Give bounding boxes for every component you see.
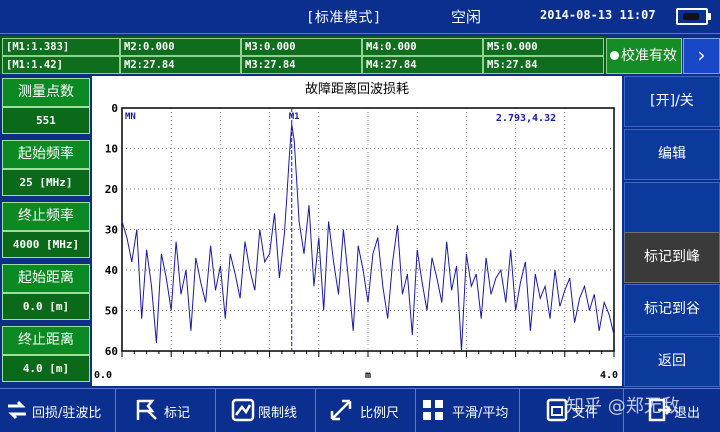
smooth-average-label: 平滑/平均 (452, 406, 509, 421)
start-frequency-value[interactable]: 25 [MHz] (2, 169, 90, 196)
stop-frequency-label[interactable]: 终止频率 (2, 202, 90, 231)
marker-flag-icon (136, 399, 157, 420)
marker-m3-value: M3:27.84 (241, 56, 362, 74)
file-label: 文件 (572, 406, 599, 421)
status-dot-icon (610, 51, 619, 60)
scale-button[interactable]: 比例尺 (316, 389, 416, 432)
marker-to-valley-button[interactable]: 标记到谷 (624, 284, 720, 335)
parameter-panel: 测量点数 551 起始频率 25 [MHz] 终止频率 4000 [MHz] 起… (0, 76, 92, 386)
scale-label: 比例尺 (360, 406, 400, 421)
return-loss-vswr-label: 回损/驻波比 (32, 406, 102, 421)
marker-label: 标记 (164, 406, 191, 421)
marker-m3-distance: M3:0.000 (241, 38, 362, 56)
points-value[interactable]: 551 (2, 107, 90, 134)
chart-grid (122, 108, 614, 351)
swap-arrows-icon (8, 400, 26, 420)
marker-mn-label: MN (125, 112, 136, 122)
toggle-on-off-button[interactable]: [开]/关 (624, 76, 720, 127)
x-axis-ticks (121, 351, 615, 357)
y-tick-label: 20 (105, 183, 118, 196)
limit-line-label: 限制线 (258, 406, 298, 421)
exit-icon (648, 398, 672, 422)
file-icon (546, 398, 568, 422)
stop-frequency-value[interactable]: 4000 [MHz] (2, 231, 90, 258)
limit-line-icon (231, 398, 255, 422)
bottom-toolbar: 回损/驻波比 标记 限制线 比例尺 平滑/平均 文件 退出 (0, 388, 720, 432)
marker-button[interactable]: 标记 (116, 389, 216, 432)
marker-m2-value: M2:27.84 (120, 56, 241, 74)
y-tick-label: 50 (105, 305, 118, 318)
marker-m5-value: M5:27.84 (483, 56, 604, 74)
marker-readout-panel: [M1:1.383] M2:0.000 M3:0.000 M4:0.000 M5… (0, 36, 606, 74)
battery-icon (676, 8, 711, 25)
plot-frame (121, 107, 615, 352)
start-frequency-label[interactable]: 起始频率 (2, 140, 90, 169)
calibration-status: 校准有效 (606, 38, 682, 74)
edit-button[interactable]: 编辑 (624, 129, 720, 180)
y-tick-label: 40 (105, 264, 118, 277)
start-distance-label[interactable]: 起始距离 (2, 264, 90, 293)
marker-m1-label: M1 (289, 112, 300, 122)
smooth-average-button[interactable]: 平滑/平均 (416, 389, 520, 432)
y-tick-label: 30 (105, 224, 118, 237)
points-label[interactable]: 测量点数 (2, 78, 90, 107)
calibration-label: 校准有效 (621, 48, 677, 64)
return-loss-chart[interactable]: 故障距离回波损耗 0 10 20 30 40 50 60 MN M1 2.793,4.32 … (92, 76, 622, 386)
charging-plug-icon (683, 13, 699, 20)
y-axis-ticks: 0 10 20 30 40 50 60 (105, 102, 118, 358)
return-loss-trace (121, 124, 615, 352)
start-distance-value[interactable]: 0.0 [m] (2, 293, 90, 320)
stop-distance-value[interactable]: 4.0 [m] (2, 355, 90, 382)
marker-m2-distance: M2:0.000 (120, 38, 241, 56)
status-bar: [标准模式] 空闲 2014-08-13 11:07 (0, 0, 720, 34)
y-tick-label: 0 (111, 102, 118, 115)
x-axis-unit-label: m (365, 370, 371, 381)
marker-m4-distance: M4:0.000 (362, 38, 483, 56)
mode-indicator: [标准模式] (306, 10, 382, 26)
chart-title: 故障距离回波损耗 (305, 81, 409, 97)
marker-readout: 2.793,4.32 (496, 113, 556, 124)
back-button[interactable]: 返回 (624, 336, 720, 387)
marker-m5-distance: M5:0.000 (483, 38, 604, 56)
watermark: 知乎 @郑无敌 (566, 396, 680, 417)
marker-m4-value: M4:27.84 (362, 56, 483, 74)
softkey-empty-1[interactable] (624, 182, 720, 233)
next-page-button[interactable]: › (683, 38, 720, 74)
scale-arrows-icon (330, 399, 352, 421)
y-tick-label: 10 (105, 143, 118, 156)
marker-m1-value: [M1:1.42] (2, 56, 120, 74)
datetime: 2014-08-13 11:07 (540, 8, 656, 22)
return-loss-vswr-button[interactable]: 回损/驻波比 (0, 389, 116, 432)
stop-distance-label[interactable]: 终止距离 (2, 326, 90, 355)
y-tick-label: 60 (105, 345, 118, 358)
smooth-average-icon (423, 400, 443, 420)
exit-label: 退出 (674, 406, 701, 421)
limit-line-button[interactable]: 限制线 (216, 389, 316, 432)
state-indicator: 空闲 (451, 8, 482, 26)
x-axis-min-label: 0.0 (94, 370, 112, 381)
marker-m1-distance: [M1:1.383] (2, 38, 120, 56)
x-axis-max-label: 4.0 (600, 370, 618, 381)
file-button[interactable]: 文件 (520, 389, 624, 432)
marker-to-peak-button[interactable]: 标记到峰 (624, 232, 720, 283)
exit-button[interactable]: 退出 (624, 389, 720, 432)
